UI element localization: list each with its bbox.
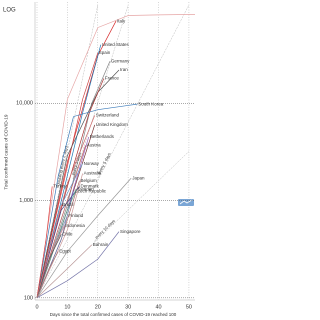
series-line	[36, 186, 53, 298]
series-label: Spain	[99, 50, 111, 55]
series-label: Norway	[84, 161, 100, 166]
series-label: Iran	[120, 67, 128, 72]
series-label: South Korea	[138, 101, 164, 106]
chart: LOG Total confirmed cases of COVID-19 Da…	[3, 2, 196, 317]
series-label: United Kingdom	[96, 122, 128, 127]
series-label: Sweden	[78, 187, 95, 192]
series-label: Germany	[111, 59, 130, 64]
series-label: France	[105, 76, 120, 81]
series-label: Bahrain	[93, 242, 109, 247]
series-label: Chile	[62, 231, 73, 236]
series-label: Singapore	[120, 229, 141, 234]
x-tick-label: 30	[125, 304, 131, 310]
series-label: Finland	[68, 213, 83, 218]
series-line	[36, 14, 196, 298]
x-tick-label: 50	[186, 304, 192, 310]
series-line	[36, 44, 102, 298]
series-label: Brazil	[62, 202, 73, 207]
series-label: Italy	[117, 18, 126, 23]
chart-icon-button[interactable]	[178, 199, 194, 206]
series-line	[36, 186, 80, 298]
series-line	[36, 177, 132, 298]
reference-line	[36, 4, 190, 298]
x-tick-label: 10	[64, 304, 70, 310]
icon-glyph[interactable]	[179, 199, 193, 205]
series-line	[36, 234, 62, 298]
series-label: Egypt	[59, 249, 71, 254]
x-tick-label: 20	[95, 304, 101, 310]
series-label: Japan	[132, 175, 145, 180]
series-label: Denmark	[81, 184, 100, 189]
series-line	[36, 189, 77, 298]
series-line	[36, 231, 120, 299]
series-label: Czech Republic	[74, 188, 106, 193]
series-label: Netherlands	[90, 134, 115, 139]
series-line	[36, 251, 59, 298]
series-label: Switzerland	[96, 113, 120, 118]
series-line	[36, 173, 83, 298]
y-tick-label: 100	[24, 295, 33, 301]
reference-label: ...every 10 days	[91, 218, 116, 242]
series-label: Indonesia	[65, 223, 85, 228]
reference-line	[36, 151, 190, 298]
x-tick-label: 40	[155, 304, 161, 310]
series-label: United States	[102, 42, 130, 47]
series-line	[36, 204, 62, 298]
scale-label: LOG	[3, 8, 16, 14]
y-tick-label: 1,000	[19, 198, 33, 204]
series-line	[36, 69, 120, 298]
series-label: Austria	[87, 142, 102, 147]
series-label: Belgium	[81, 178, 98, 183]
series-line	[36, 244, 92, 299]
series-label: Australia	[84, 171, 102, 176]
series-label: Turkey	[53, 184, 67, 189]
x-tick-label: 0	[35, 304, 38, 310]
series-line	[36, 20, 117, 298]
y-tick-label: 10,000	[16, 101, 33, 107]
x-axis-label: Days since the total confirmed cases of …	[50, 312, 177, 317]
series-line	[36, 103, 138, 298]
y-axis-label: Total confirmed cases of COVID-19	[3, 114, 9, 190]
